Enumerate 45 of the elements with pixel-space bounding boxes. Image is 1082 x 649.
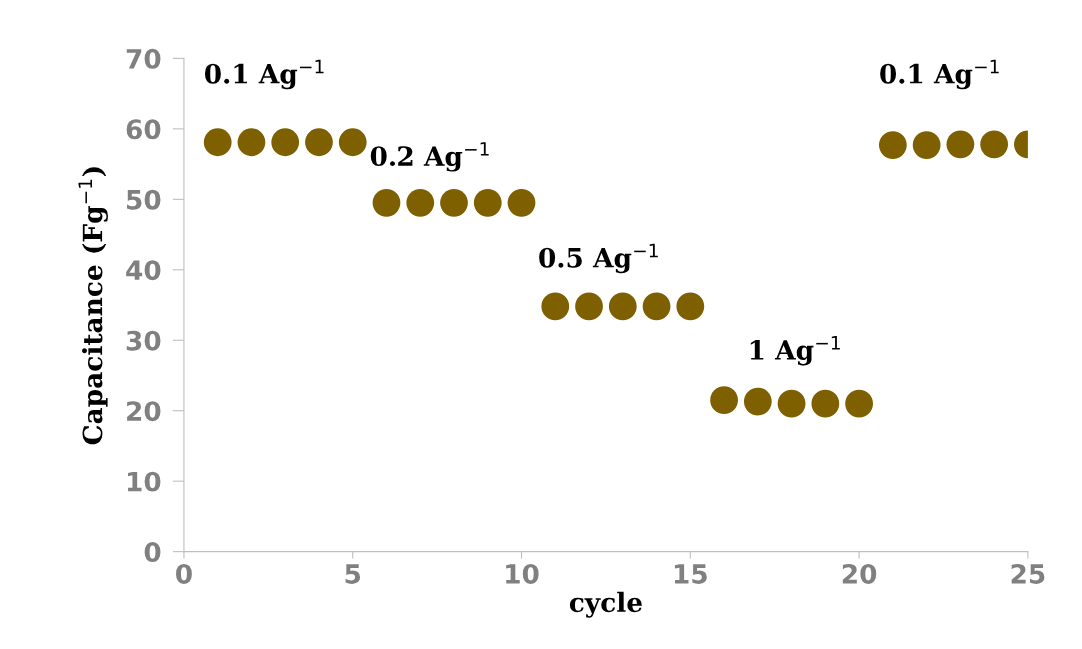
- point: [507, 188, 536, 217]
- y-axis-title: Capacitance (Fg$^{−1}$): [78, 167, 108, 445]
- point: [203, 128, 232, 157]
- x-tick-label: 10: [506, 563, 539, 584]
- annotation: 0.1 Ag$^{−1}$: [880, 59, 999, 90]
- x-axis-title: cycle: [569, 591, 642, 618]
- point: [440, 188, 468, 217]
- point: [676, 292, 705, 321]
- point: [608, 292, 637, 321]
- annotation: 0.2 Ag$^{−1}$: [370, 142, 489, 172]
- point: [946, 130, 975, 159]
- point: [406, 188, 435, 217]
- point: [912, 131, 941, 159]
- y-tick-label: 0: [144, 542, 161, 563]
- annotation: 0.1 Ag$^{−1}$: [204, 59, 324, 90]
- y-tick-label: 60: [126, 119, 161, 140]
- point: [710, 386, 738, 415]
- y-tick-label: 70: [126, 48, 161, 69]
- y-tick-label: 50: [127, 189, 161, 210]
- point: [237, 128, 266, 157]
- annotation: 0.5 Ag$^{−1}$: [539, 243, 658, 274]
- point: [338, 128, 367, 157]
- y-tick-label: 20: [127, 401, 161, 422]
- x-tick-label: 15: [674, 564, 707, 584]
- point: [845, 389, 873, 418]
- point: [642, 292, 671, 321]
- x-tick-label: 20: [842, 563, 877, 584]
- point: [541, 292, 570, 321]
- x-tick-label: 0: [176, 563, 192, 584]
- point: [878, 131, 907, 159]
- y-tick-label: 10: [127, 471, 161, 492]
- x-tick-label: 25: [1011, 563, 1045, 584]
- point: [575, 292, 603, 321]
- y-tick-label: 40: [126, 260, 161, 281]
- x-tick-label: 5: [345, 564, 361, 584]
- annotation: 1 Ag$^{−1}$: [750, 335, 840, 366]
- point: [777, 389, 806, 418]
- point: [473, 188, 502, 217]
- y-tick-label: 30: [126, 330, 161, 351]
- point: [271, 128, 300, 157]
- point: [811, 389, 840, 418]
- point: [980, 130, 1009, 159]
- point: [305, 128, 333, 157]
- point: [743, 387, 772, 416]
- point: [372, 188, 401, 217]
